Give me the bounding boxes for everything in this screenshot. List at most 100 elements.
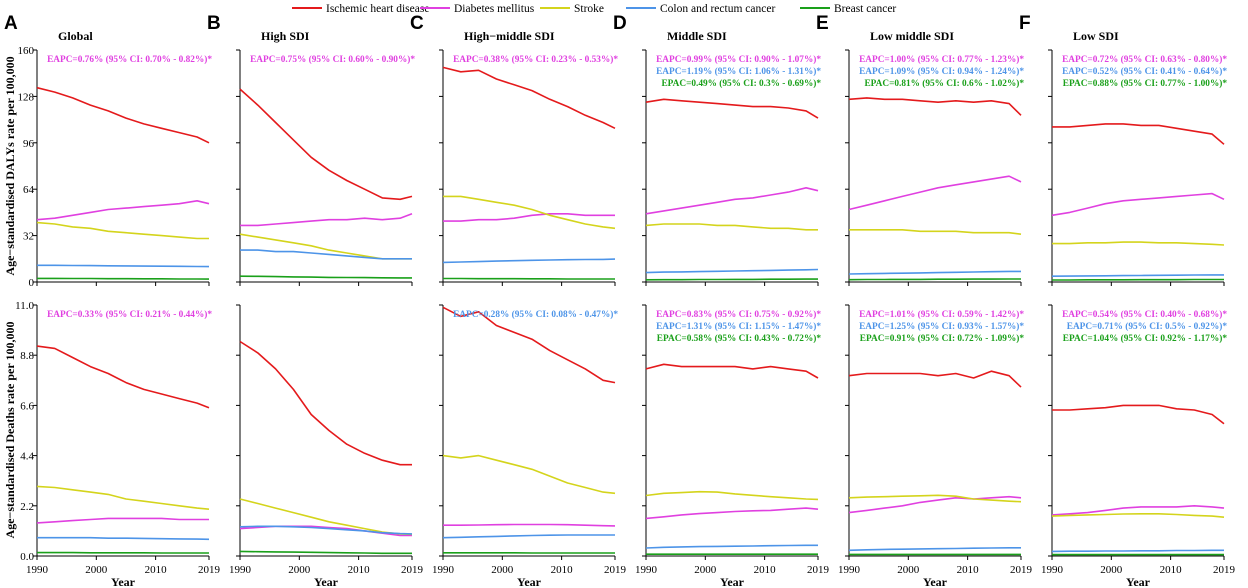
- panel-letter: C: [410, 13, 424, 34]
- panel-letter: B: [207, 13, 221, 34]
- panel-title: Global: [58, 29, 93, 43]
- series-line-diabetes-mellitus: [36, 200, 210, 221]
- eapc-annotation: EAPC=1.09% (95% CI: 0.94% - 1.24%)*: [859, 66, 1024, 77]
- eapc-annotation: EAPC=0.54% (95% CI: 0.40% - 0.68%)*: [1062, 309, 1227, 320]
- series-line-colon-and-rectum-cancer: [37, 536, 210, 541]
- x-tick-label: 2010: [1160, 564, 1183, 576]
- eapc-annotation: EPAC=0.81% (95% CI: 0.6% - 1.02%)*: [864, 78, 1024, 89]
- eapc-annotation: EAPC=1.31% (95% CI: 1.15% - 1.47%)*: [656, 321, 821, 332]
- x-tick-label: 2000: [1100, 564, 1123, 576]
- series-line-colon-and-rectum-cancer: [1051, 549, 1224, 553]
- y-tick-label: 0.0: [20, 551, 34, 563]
- eapc-annotation: EAPC=1.25% (95% CI: 0.93% - 1.57%)*: [859, 321, 1024, 332]
- series-line-colon-and-rectum-cancer: [645, 268, 819, 274]
- legend-item: Ischemic heart disease: [292, 3, 429, 15]
- series-line-colon-and-rectum-cancer: [1051, 274, 1224, 277]
- series-line-ischemic-heart-disease: [442, 306, 616, 384]
- series-line-diabetes-mellitus: [443, 213, 615, 222]
- series-line-breast-cancer: [37, 277, 210, 280]
- x-tick-label: 2010: [754, 564, 777, 576]
- panel-letter: A: [4, 13, 18, 34]
- series-line-colon-and-rectum-cancer: [645, 544, 818, 549]
- x-tick-label: 1990: [26, 564, 49, 576]
- series-line-ischemic-heart-disease: [1052, 404, 1225, 425]
- series-line-colon-and-rectum-cancer: [442, 258, 616, 264]
- x-tick-label: 2019: [807, 564, 830, 576]
- series-line-stroke: [645, 223, 818, 231]
- legend-item: Stroke: [540, 3, 604, 15]
- series-line-stroke: [1052, 241, 1225, 246]
- panel-title: Middle SDI: [667, 29, 727, 43]
- series-line-stroke: [443, 195, 616, 230]
- y-tick-label: 64: [23, 184, 35, 196]
- eapc-annotation: EAPC=0.72% (95% CI: 0.63% - 0.80%)*: [1062, 54, 1227, 65]
- panel-f-dalys: EAPC=0.72% (95% CI: 0.63% - 0.80%)*EAPC=…: [1019, 13, 1227, 286]
- series-line-ischemic-heart-disease: [848, 370, 1022, 388]
- legend-label: Breast cancer: [834, 3, 896, 15]
- panel-b-dalys: EAPC=0.75% (95% CI: 0.60% - 0.90%)* B High…: [207, 13, 415, 286]
- eapc-annotation: EPAC=0.49% (95% CI: 0.3% - 0.69%)*: [661, 78, 821, 89]
- panel-d-dalys: EAPC=0.99% (95% CI: 0.90% - 1.07%)*EAPC=…: [613, 13, 821, 286]
- x-axis-title: Year: [111, 575, 136, 588]
- series-line-stroke: [36, 485, 210, 510]
- x-tick-label: 1990: [635, 564, 658, 576]
- series-line-breast-cancer: [848, 278, 1021, 281]
- series-line-ischemic-heart-disease: [36, 345, 210, 409]
- eapc-annotation: EAPC=0.83% (95% CI: 0.75% - 0.92%)*: [656, 309, 821, 320]
- series-line-breast-cancer: [645, 278, 818, 281]
- series-line-diabetes-mellitus: [645, 187, 819, 215]
- panel-title: Low middle SDI: [870, 29, 954, 43]
- x-axis-title: Year: [923, 575, 948, 588]
- panel-d-deaths: 1990 2000 2010 2019 EAPC=0.83% (95% CI: 0.75…: [635, 304, 830, 588]
- x-tick-label: 2019: [1010, 564, 1033, 576]
- eapc-annotation: EAPC=0.76% (95% CI: 0.70% - 0.82%)*: [47, 54, 212, 65]
- panel-letter: E: [816, 13, 829, 34]
- series-line-stroke: [848, 494, 1022, 503]
- x-tick-label: 2000: [491, 564, 514, 576]
- x-tick-label: 2019: [401, 564, 424, 576]
- series-line-breast-cancer: [239, 550, 412, 555]
- eapc-annotation: EPAC=0.88% (95% CI: 0.77% - 1.00%)*: [1063, 78, 1228, 89]
- x-tick-label: 1990: [229, 564, 252, 576]
- series-line-stroke: [645, 490, 819, 501]
- series-line-colon-and-rectum-cancer: [442, 534, 615, 539]
- series-line-ischemic-heart-disease: [36, 86, 210, 144]
- eapc-annotation: EAPC=0.52% (95% CI: 0.41% - 0.64%)*: [1062, 66, 1227, 77]
- x-tick-label: 2019: [1213, 564, 1236, 576]
- legend-label: Stroke: [574, 3, 604, 15]
- eapc-annotation: EAPC=0.75% (95% CI: 0.60% - 0.90%)*: [250, 54, 415, 65]
- y-tick-label: 96: [23, 138, 35, 150]
- x-axis-title: Year: [1126, 575, 1151, 588]
- series-line-breast-cancer: [443, 277, 615, 280]
- x-tick-label: 2000: [897, 564, 920, 576]
- y-tick-label: 32: [23, 231, 34, 243]
- panel-title: High−middle SDI: [464, 29, 555, 43]
- panel-title: Low SDI: [1073, 29, 1119, 43]
- series-line-diabetes-mellitus: [848, 175, 1022, 211]
- series-line-diabetes-mellitus: [848, 495, 1022, 514]
- series-line-colon-and-rectum-cancer: [239, 525, 413, 535]
- x-tick-label: 1990: [432, 564, 455, 576]
- eapc-annotation: EAPC=1.19% (95% CI: 1.06% - 1.31%)*: [656, 66, 821, 77]
- series-line-ischemic-heart-disease: [239, 340, 412, 466]
- series-line-ischemic-heart-disease: [1052, 123, 1225, 145]
- x-tick-label: 2010: [348, 564, 371, 576]
- panel-letter: D: [613, 13, 627, 34]
- eapc-annotation: EAPC=0.28% (95% CI: 0.08% - 0.47%)*: [453, 309, 618, 320]
- legend-item: Breast cancer: [800, 3, 896, 15]
- x-tick-label: 2010: [957, 564, 980, 576]
- series-line-ischemic-heart-disease: [848, 97, 1022, 116]
- x-tick-label: 2000: [85, 564, 108, 576]
- series-line-stroke: [1051, 512, 1225, 518]
- panel-e-deaths: 1990 2000 2010 2019 EAPC=1.01% (95% CI: 0.59…: [838, 304, 1033, 588]
- x-tick-label: 2010: [145, 564, 168, 576]
- series-line-breast-cancer: [239, 275, 412, 279]
- series-line-ischemic-heart-disease: [239, 88, 413, 201]
- series-line-diabetes-mellitus: [36, 517, 209, 524]
- panel-a-dalys: 0 32 64 96 128 160 EAPC=0.76% (95% CI: 0.70% -…: [4, 13, 212, 289]
- y-tick-label: 2.2: [20, 501, 34, 513]
- series-line-stroke: [239, 233, 412, 260]
- panel-title: High SDI: [261, 29, 310, 43]
- eapc-annotation: EPAC=0.91% (95% CI: 0.72% - 1.09%)*: [860, 333, 1025, 344]
